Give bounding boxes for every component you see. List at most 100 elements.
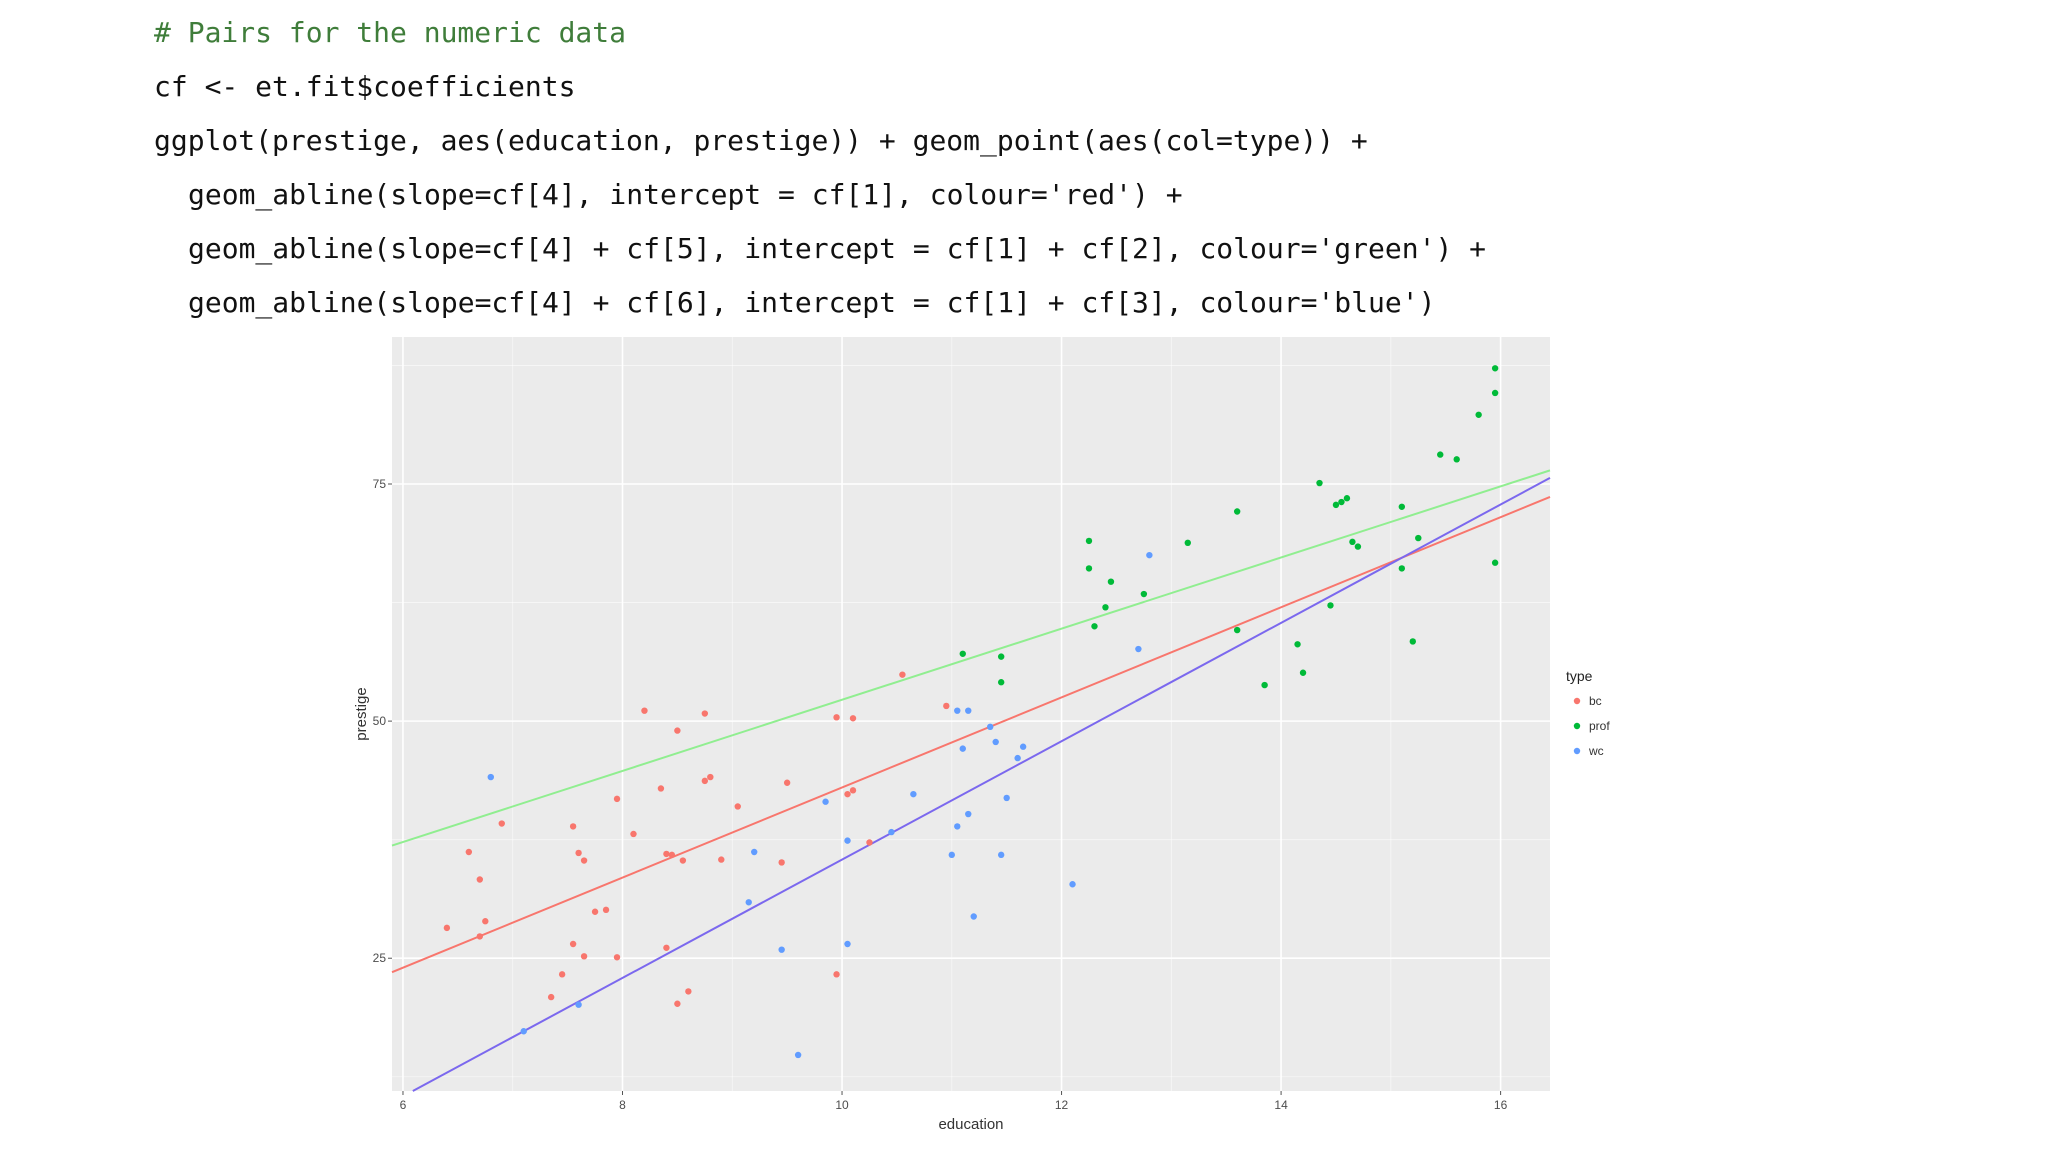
point-bc (679, 857, 687, 864)
point-bc (575, 849, 582, 857)
point-wc (954, 707, 961, 714)
point-prof (1294, 641, 1301, 648)
point-wc (520, 1028, 527, 1035)
legend-label-prof: prof (1589, 719, 1610, 733)
point-wc (1003, 794, 1010, 802)
point-wc (954, 823, 961, 830)
point-prof (1491, 389, 1499, 397)
point-bc (630, 830, 637, 838)
point-prof (1491, 559, 1499, 566)
point-prof (1475, 411, 1482, 418)
point-bc (668, 851, 676, 859)
point-bc (580, 857, 588, 864)
point-prof (997, 679, 1005, 686)
point-prof (1437, 451, 1444, 458)
point-bc (707, 773, 714, 781)
point-bc (613, 795, 621, 803)
x-tick-label: 8 (619, 1098, 626, 1112)
code-line-4: geom_abline(slope=cf[4] + cf[5], interce… (188, 232, 1487, 265)
point-bc (844, 790, 851, 798)
fit-line-green (391, 469, 1551, 847)
point-bc (833, 971, 840, 978)
point-bc (569, 823, 577, 830)
x-tick-label: 6 (400, 1098, 407, 1112)
fit-lines (391, 469, 1551, 1092)
point-bc (657, 785, 665, 792)
legend-label-wc: wc (1588, 744, 1604, 758)
point-wc (822, 798, 829, 805)
point-wc (910, 790, 917, 798)
point-prof (1349, 538, 1356, 546)
point-prof (1261, 681, 1268, 689)
point-bc (674, 1000, 681, 1007)
point-wc (959, 745, 966, 752)
code-comment: # Pairs for the numeric data (154, 16, 627, 49)
point-bc (641, 707, 648, 714)
point-bc (778, 859, 785, 866)
point-wc (575, 1001, 582, 1008)
point-wc (1069, 881, 1076, 888)
point-bc (685, 988, 692, 995)
point-wc (948, 851, 955, 859)
legend: type bc prof wc (1564, 664, 1634, 776)
point-wc (844, 940, 851, 948)
code-line-1: cf <- et.fit$coefficients (154, 70, 576, 103)
point-prof (1140, 590, 1148, 598)
point-prof (1354, 543, 1362, 550)
point-prof (1085, 537, 1093, 545)
point-bc (718, 856, 725, 863)
y-axis-label: prestige (353, 687, 370, 740)
point-prof (1316, 479, 1323, 487)
point-prof (1415, 534, 1422, 542)
point-wc (1146, 551, 1153, 559)
point-prof (1184, 539, 1191, 547)
point-bc (465, 848, 473, 856)
fit-line-red (391, 496, 1551, 974)
point-wc (965, 707, 972, 714)
point-prof (1453, 456, 1460, 463)
point-prof (1299, 669, 1307, 676)
point-wc (778, 946, 785, 953)
x-tick-label: 16 (1494, 1098, 1508, 1112)
point-bc (734, 803, 741, 810)
point-wc (992, 738, 999, 746)
point-bc (783, 779, 791, 786)
plot-panel (392, 337, 1550, 1091)
legend-key-prof (1573, 722, 1581, 730)
point-wc (888, 828, 895, 836)
point-prof (997, 653, 1005, 660)
fit-line-blue (412, 476, 1551, 1092)
y-tick-label: 25 (373, 951, 387, 965)
x-tick-label: 12 (1055, 1098, 1069, 1112)
point-wc (844, 837, 851, 844)
point-bc (476, 933, 484, 940)
x-tick-label: 14 (1274, 1098, 1288, 1112)
point-bc (443, 924, 451, 932)
point-bc (663, 850, 670, 858)
point-bc (482, 918, 489, 925)
point-prof (1327, 602, 1334, 609)
x-axis-label: education (938, 1116, 1003, 1133)
point-prof (1343, 495, 1351, 502)
point-prof (1338, 498, 1345, 506)
axis-ticks: 6 8 10 12 14 16 25 50 75 (373, 477, 1508, 1112)
point-bc (558, 971, 566, 978)
point-wc (987, 723, 994, 731)
point-prof (959, 650, 966, 657)
y-tick-label: 75 (373, 477, 387, 491)
point-prof (1332, 501, 1340, 509)
point-wc (970, 913, 977, 920)
code-line-3: geom_abline(slope=cf[4], intercept = cf[… (188, 178, 1183, 211)
data-points (443, 365, 1499, 1059)
legend-label-bc: bc (1589, 694, 1602, 708)
point-prof (1085, 565, 1093, 572)
point-prof (1102, 604, 1109, 611)
point-bc (866, 839, 873, 846)
point-bc (943, 702, 950, 710)
y-tick-label: 50 (373, 714, 387, 728)
legend-background (1564, 664, 1634, 776)
point-bc (849, 715, 857, 722)
code-block: # Pairs for the numeric data cf <- et.fi… (154, 10, 1486, 334)
point-wc (1135, 645, 1142, 653)
